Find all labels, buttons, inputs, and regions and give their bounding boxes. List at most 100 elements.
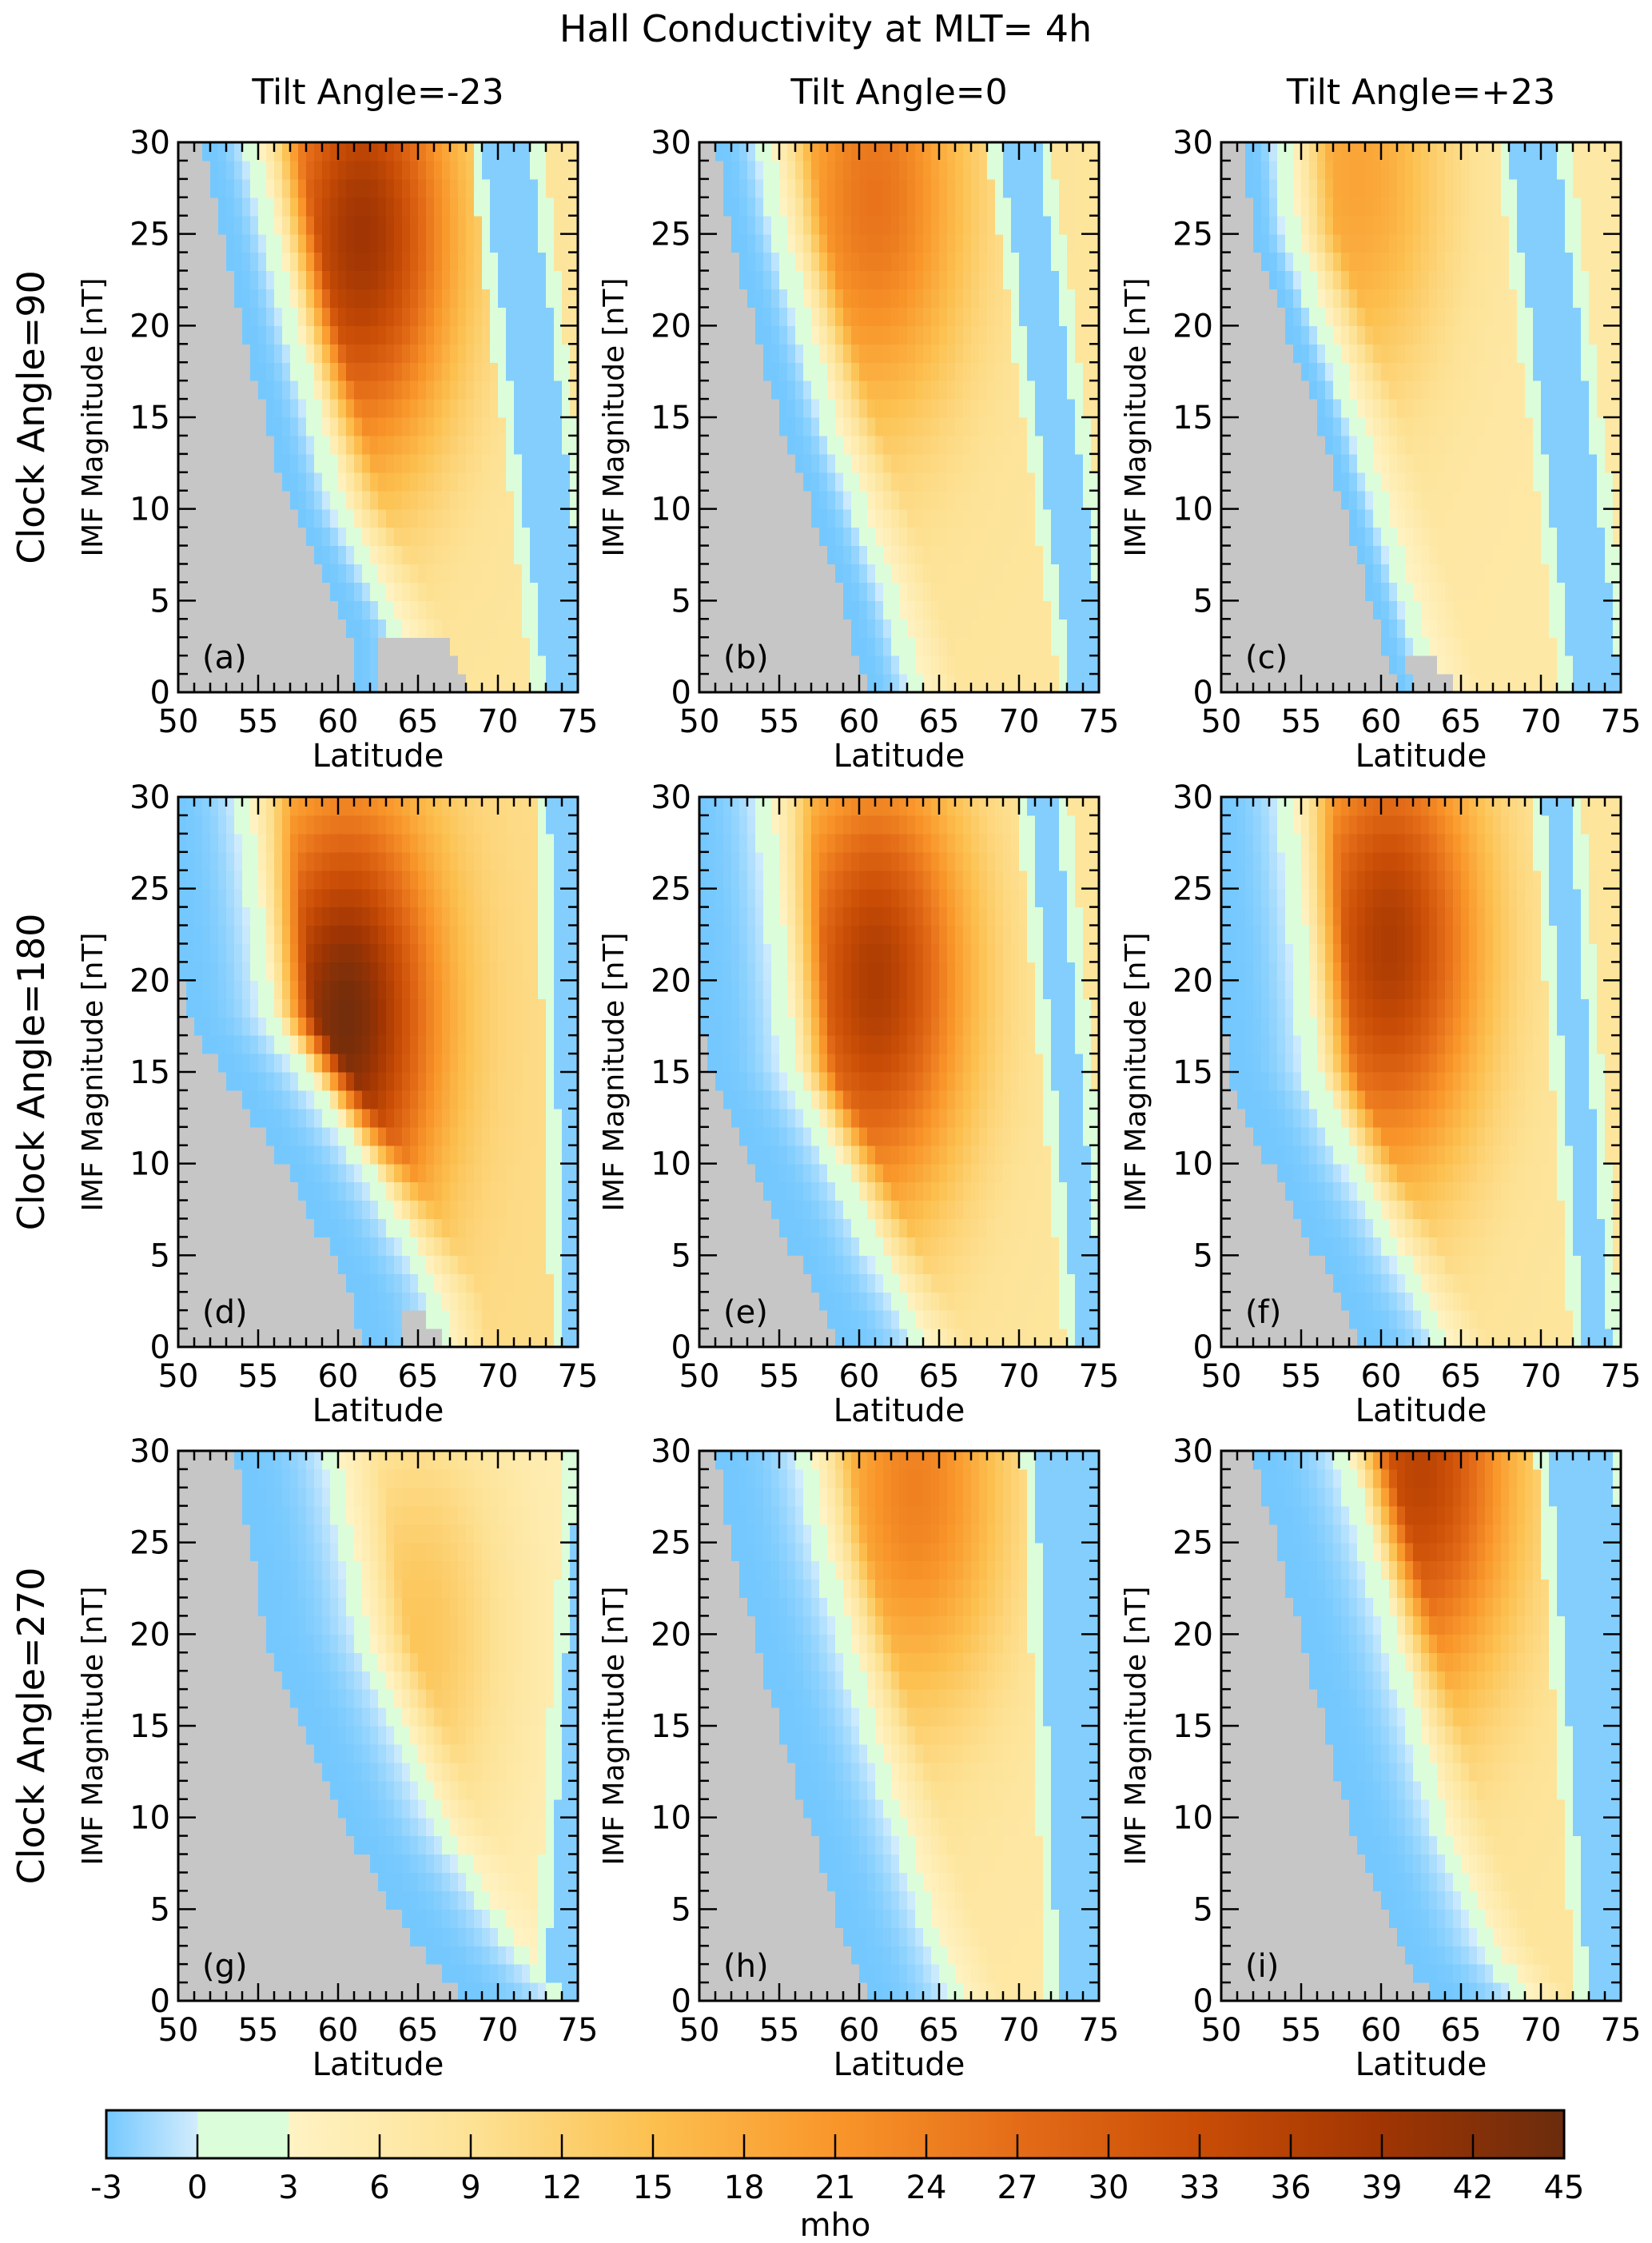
heatmap-cell bbox=[362, 655, 371, 675]
heatmap-cell bbox=[1293, 307, 1302, 326]
heatmap-cell bbox=[546, 142, 555, 161]
heatmap-cell bbox=[803, 215, 812, 235]
heatmap-cell bbox=[1445, 564, 1454, 583]
heatmap-cell bbox=[458, 453, 467, 473]
heatmap-cell bbox=[1349, 160, 1358, 180]
heatmap-cell bbox=[306, 600, 315, 620]
heatmap-cell bbox=[1261, 289, 1270, 308]
heatmap-cell bbox=[971, 527, 980, 547]
heatmap-cell bbox=[362, 325, 371, 345]
heatmap-cell bbox=[1237, 215, 1246, 235]
heatmap-cell bbox=[1493, 417, 1502, 436]
heatmap-cell bbox=[242, 270, 251, 290]
heatmap-cell bbox=[1525, 453, 1534, 473]
heatmap-cell bbox=[466, 380, 475, 400]
heatmap-cell bbox=[1059, 472, 1068, 492]
heatmap-cell bbox=[955, 619, 964, 638]
heatmap-cell bbox=[907, 160, 916, 180]
heatmap-cell bbox=[370, 307, 379, 326]
heatmap-cell bbox=[987, 380, 996, 400]
heatmap-cell bbox=[482, 619, 491, 638]
heatmap-cell bbox=[811, 490, 820, 510]
heatmap-cell bbox=[274, 490, 283, 510]
heatmap-cell bbox=[763, 417, 772, 436]
heatmap-cell bbox=[955, 600, 964, 620]
heatmap-cell bbox=[1349, 233, 1358, 253]
heatmap-cell bbox=[458, 270, 467, 290]
heatmap-cell bbox=[1027, 655, 1036, 675]
heatmap-cell bbox=[1549, 417, 1558, 436]
heatmap-cell bbox=[1541, 233, 1550, 253]
x-tick-label: 65 bbox=[919, 703, 960, 740]
heatmap-cell bbox=[1589, 215, 1598, 235]
heatmap-cell bbox=[939, 252, 948, 272]
heatmap-cell bbox=[819, 160, 828, 180]
heatmap-cell bbox=[522, 215, 531, 235]
heatmap-cell bbox=[1261, 508, 1270, 528]
heatmap-cell bbox=[1405, 270, 1414, 290]
heatmap-cell bbox=[234, 619, 243, 638]
heatmap-cell bbox=[1301, 619, 1310, 638]
heatmap-cell bbox=[1445, 508, 1454, 528]
heatmap-cell bbox=[290, 417, 299, 436]
heatmap-cell bbox=[250, 527, 259, 547]
heatmap-cell bbox=[1509, 399, 1518, 418]
heatmap-cell bbox=[1003, 619, 1012, 638]
heatmap-cell bbox=[314, 1310, 323, 1329]
heatmap-cell bbox=[1293, 619, 1302, 638]
heatmap-cell bbox=[1413, 197, 1422, 217]
heatmap-cell bbox=[875, 545, 884, 565]
heatmap-cell bbox=[875, 508, 884, 528]
heatmap-cell bbox=[1437, 380, 1446, 400]
x-tick-label: 50 bbox=[158, 703, 199, 740]
heatmap-cell bbox=[763, 325, 772, 345]
heatmap-cell bbox=[1405, 600, 1414, 620]
heatmap-cell bbox=[442, 453, 451, 473]
heatmap-cell bbox=[1533, 197, 1542, 217]
heatmap-cell bbox=[234, 490, 243, 510]
heatmap-cell bbox=[787, 674, 796, 693]
heatmap-cell bbox=[194, 178, 203, 198]
heatmap-cell bbox=[1605, 233, 1614, 253]
heatmap-cell bbox=[1261, 380, 1270, 400]
heatmap-cell bbox=[1269, 582, 1278, 601]
heatmap-cell bbox=[394, 197, 403, 217]
heatmap-cell bbox=[859, 178, 868, 198]
heatmap-cell bbox=[1445, 178, 1454, 198]
heatmap-cell bbox=[394, 307, 403, 326]
heatmap-cell bbox=[1493, 600, 1502, 620]
heatmap-cell bbox=[907, 307, 916, 326]
heatmap-cell bbox=[1043, 307, 1052, 326]
heatmap-cell bbox=[274, 1310, 283, 1329]
heatmap-cell bbox=[1461, 362, 1470, 381]
heatmap-cell bbox=[851, 215, 860, 235]
heatmap-cell bbox=[1229, 270, 1238, 290]
heatmap-cell bbox=[1517, 307, 1526, 326]
heatmap-cell bbox=[1237, 344, 1246, 363]
heatmap-cell bbox=[851, 344, 860, 363]
heatmap-cell bbox=[234, 545, 243, 565]
heatmap-cell bbox=[875, 453, 884, 473]
heatmap-cell bbox=[306, 307, 315, 326]
heatmap-cell bbox=[466, 417, 475, 436]
heatmap-cell bbox=[843, 472, 852, 492]
heatmap-cell bbox=[1019, 508, 1028, 528]
heatmap-cell bbox=[346, 674, 355, 693]
heatmap-cell bbox=[1557, 527, 1566, 547]
heatmap-cell bbox=[258, 197, 267, 217]
heatmap-cell bbox=[362, 674, 371, 693]
heatmap-cell bbox=[346, 453, 355, 473]
heatmap-cell bbox=[907, 619, 916, 638]
heatmap-cell bbox=[450, 233, 459, 253]
heatmap-cell bbox=[498, 619, 507, 638]
heatmap-cell bbox=[1019, 637, 1028, 656]
heatmap-cell bbox=[963, 637, 972, 656]
heatmap-cell bbox=[1381, 674, 1390, 693]
heatmap-cell bbox=[1043, 178, 1052, 198]
heatmap-cell bbox=[1083, 435, 1092, 455]
heatmap-cell bbox=[218, 1329, 227, 1348]
heatmap-cell bbox=[330, 399, 339, 418]
heatmap-cell bbox=[851, 325, 860, 345]
heatmap-cell bbox=[1413, 435, 1422, 455]
